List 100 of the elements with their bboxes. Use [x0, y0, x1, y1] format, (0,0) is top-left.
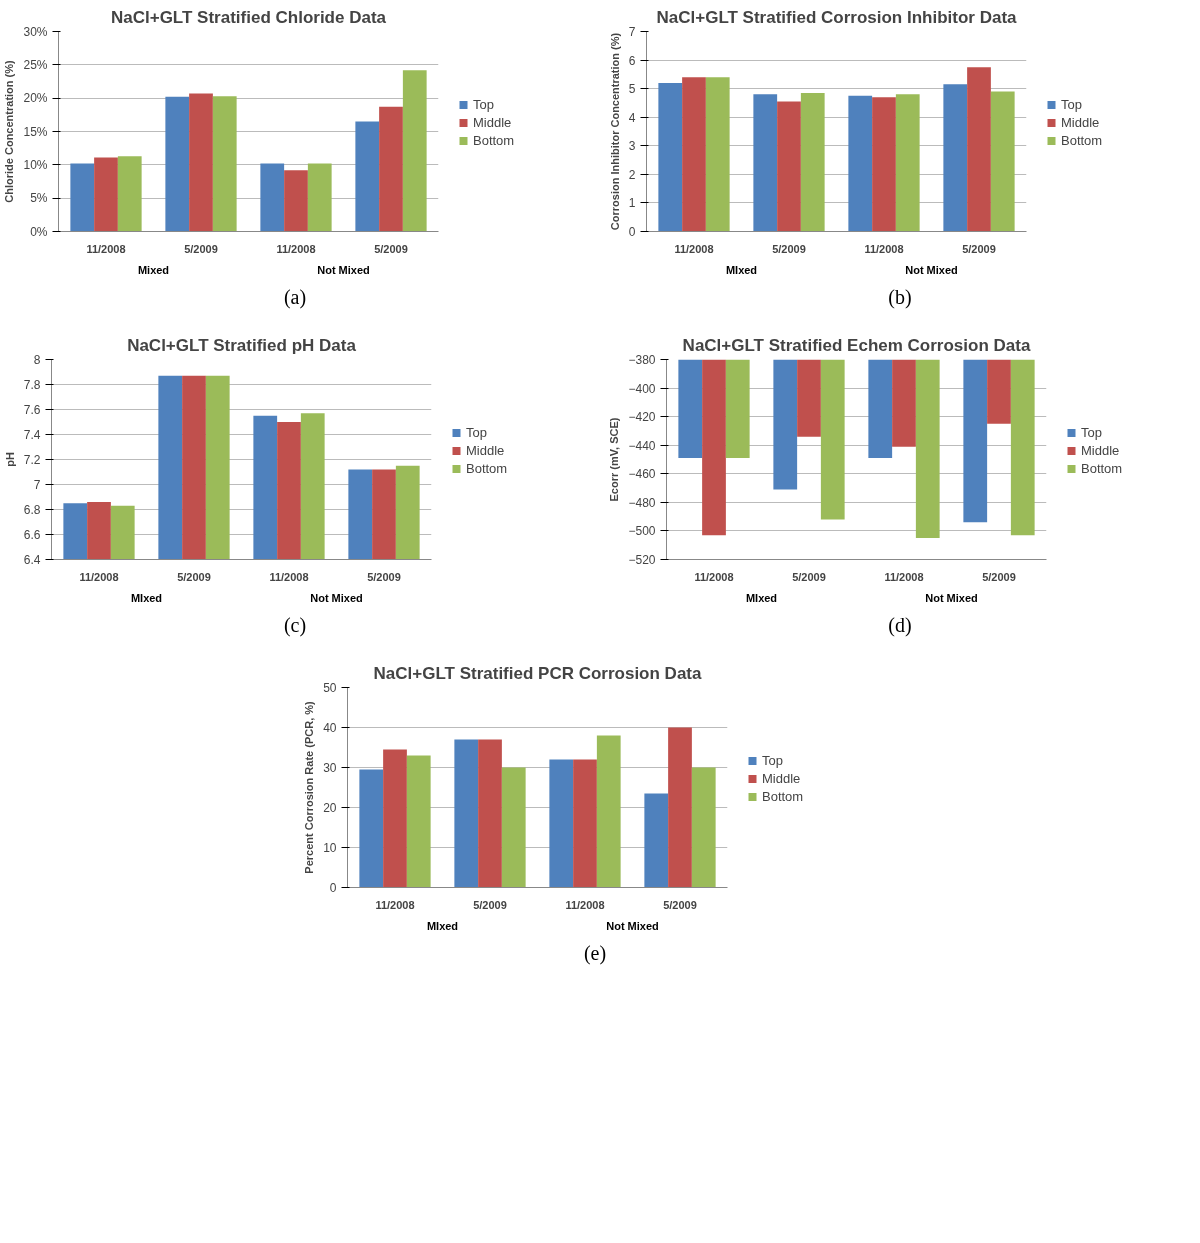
y-tick-label: 50	[323, 681, 337, 695]
bar	[117, 156, 142, 232]
chart-title: NaCl+GLT Stratified PCR Corrosion Data	[373, 663, 703, 683]
y-tick-label: 7.4	[23, 428, 41, 442]
y-tick-label: 5	[628, 82, 636, 97]
legend-label: Middle	[762, 770, 801, 786]
bar	[260, 163, 285, 232]
x-tick-label: 5/2009	[962, 242, 996, 255]
y-tick-label: 7	[628, 25, 636, 39]
bar	[658, 82, 683, 232]
bar	[691, 767, 716, 888]
bar	[94, 157, 118, 232]
bar	[800, 92, 825, 232]
x-tick-label: 5/2009	[663, 898, 697, 911]
y-axis-title: Chloride Concentration (%)	[3, 59, 16, 203]
legend-label: Top	[466, 424, 487, 440]
bar	[212, 96, 237, 232]
bar	[406, 755, 431, 888]
x-tick-label: 11/2008	[674, 242, 714, 255]
y-tick-label: 30	[323, 761, 337, 775]
bar	[355, 121, 380, 232]
bar	[307, 163, 332, 232]
bar	[848, 95, 873, 232]
text: MIxed	[745, 591, 778, 604]
x-tick-label: 11/2008	[79, 570, 119, 583]
text: (a)	[283, 285, 307, 311]
y-tick-label: 20%	[23, 91, 48, 106]
x-tick-label: 5/2009	[374, 242, 408, 255]
y-axis-title: Corrosion Inhibitor Concentration (%)	[608, 32, 621, 231]
x-tick-label: 5/2009	[982, 570, 1016, 583]
y-tick-label: −520	[628, 553, 656, 567]
bar	[359, 769, 384, 888]
chart-title: NaCl+GLT Stratified Corrosion Inhibitor Data	[656, 7, 1018, 27]
legend-label: Middle	[466, 442, 505, 458]
text: Mixed	[137, 263, 170, 276]
y-tick-label: −500	[628, 524, 656, 539]
x-tick-label: 11/2008	[884, 570, 924, 583]
bar	[777, 101, 801, 232]
bar	[705, 77, 730, 232]
text: (e)	[583, 941, 607, 967]
text: Not Mixed	[905, 263, 958, 276]
y-tick-label: 30%	[23, 24, 48, 39]
legend-label: Bottom	[762, 788, 804, 804]
y-tick-label: 20	[323, 801, 337, 815]
x-tick-label: 11/2008	[375, 898, 415, 911]
legend-label: Middle	[1061, 114, 1100, 130]
legend-label: Bottom	[466, 460, 508, 476]
y-axis-title: Percent Corrosion Rate (PCR, %)	[303, 700, 316, 874]
x-tick-label: 11/2008	[694, 570, 734, 583]
bar	[967, 67, 991, 232]
y-tick-label: 5%	[30, 191, 48, 206]
bar	[644, 793, 669, 888]
y-tick-label: −380	[628, 353, 656, 367]
y-tick-label: 2	[628, 167, 636, 182]
bar	[668, 727, 692, 888]
x-tick-label: 5/2009	[177, 570, 211, 583]
legend-label: Middle	[473, 114, 512, 130]
text: MIxed	[426, 919, 459, 932]
x-tick-label: 5/2009	[367, 570, 401, 583]
y-tick-label: 10	[323, 841, 337, 855]
y-tick-label: 15%	[23, 124, 48, 139]
bar	[478, 739, 502, 888]
bar	[383, 749, 407, 888]
y-tick-label: 7	[33, 478, 41, 492]
bar	[501, 767, 526, 888]
y-tick-label: −440	[628, 438, 656, 453]
legend-label: Bottom	[1081, 460, 1123, 476]
y-tick-label: 7.8	[23, 378, 41, 392]
legend-label: Bottom	[473, 132, 515, 148]
bar	[943, 84, 968, 232]
bar	[682, 77, 706, 232]
text: (d)	[888, 613, 912, 638]
x-tick-label: 11/2008	[565, 898, 605, 911]
legend-label: Top	[473, 96, 494, 112]
x-tick-label: 11/2008	[276, 242, 316, 255]
bar	[895, 94, 920, 232]
y-tick-label: 7.6	[23, 403, 41, 417]
text: MIxed	[725, 263, 758, 276]
text: Not Mixed	[925, 591, 978, 604]
y-tick-label: 6.8	[23, 503, 41, 517]
bar	[573, 759, 597, 888]
chart-title: NaCl+GLT Stratified Echem Corrosion Data	[682, 335, 1031, 355]
y-axis-title: Ecorr (mV, SCE)	[608, 417, 621, 502]
y-tick-label: 6.4	[23, 553, 41, 567]
legend-label: Top	[1081, 424, 1102, 440]
y-tick-label: 8	[33, 353, 41, 367]
bar	[753, 94, 778, 232]
text: (b)	[888, 285, 912, 310]
y-tick-label: 3	[628, 139, 636, 154]
bar	[596, 735, 621, 888]
x-tick-label: 5/2009	[772, 242, 806, 255]
legend-label: Bottom	[1061, 132, 1103, 148]
text: (c)	[283, 613, 307, 639]
y-tick-label: 40	[323, 721, 337, 735]
y-tick-label: 6	[628, 53, 636, 68]
bar	[379, 106, 403, 232]
x-tick-label: 11/2008	[86, 242, 126, 255]
bar	[70, 163, 95, 232]
bar	[165, 96, 190, 232]
y-tick-label: −460	[628, 467, 656, 482]
